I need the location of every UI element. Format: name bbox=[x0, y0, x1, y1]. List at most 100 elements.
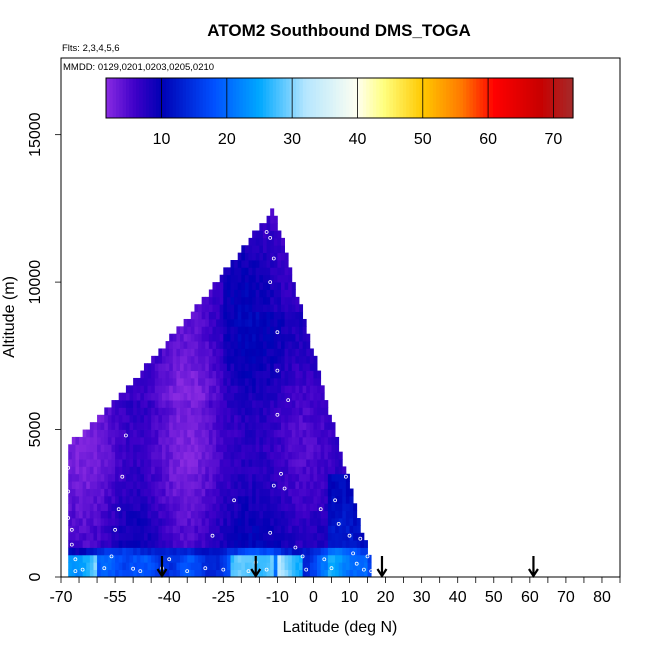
heatmap-cell bbox=[262, 495, 267, 504]
heatmap-cell bbox=[151, 569, 156, 578]
heatmap-cell bbox=[223, 488, 228, 497]
heatmap-cell bbox=[367, 562, 372, 571]
heatmap-cell bbox=[151, 481, 156, 489]
heatmap-cell bbox=[97, 510, 102, 519]
heatmap-cell bbox=[284, 495, 289, 504]
heatmap-cell bbox=[140, 547, 145, 556]
heatmap-cell bbox=[255, 385, 260, 394]
heatmap-cell bbox=[345, 495, 350, 504]
heatmap-cell bbox=[208, 473, 213, 482]
heatmap-cell bbox=[284, 318, 289, 327]
heatmap-cell bbox=[244, 400, 249, 408]
heatmap-cell bbox=[237, 348, 242, 357]
heatmap-cell bbox=[201, 370, 206, 379]
sample-marker bbox=[73, 569, 78, 573]
colorbar-segment bbox=[182, 78, 187, 118]
heatmap-cell bbox=[288, 503, 293, 512]
heatmap-cell bbox=[111, 518, 116, 526]
x-tick-label: -40 bbox=[158, 589, 181, 606]
heatmap-cell bbox=[230, 532, 235, 541]
heatmap-cell bbox=[169, 525, 174, 534]
heatmap-cell bbox=[342, 481, 347, 489]
heatmap-cell bbox=[273, 267, 278, 276]
heatmap-cell bbox=[68, 451, 73, 460]
heatmap-cell bbox=[118, 392, 123, 401]
heatmap-cell bbox=[226, 318, 231, 327]
heatmap-cell bbox=[180, 518, 185, 526]
heatmap-cell bbox=[317, 518, 322, 526]
heatmap-cell bbox=[309, 385, 314, 394]
heatmap-cell bbox=[194, 554, 199, 563]
heatmap-cell bbox=[140, 385, 145, 394]
heatmap-cell bbox=[82, 518, 87, 526]
heatmap-cell bbox=[122, 481, 127, 489]
heatmap-cell bbox=[244, 488, 249, 497]
heatmap-cell bbox=[187, 377, 192, 386]
heatmap-cell bbox=[248, 518, 253, 526]
heatmap-cell bbox=[125, 392, 130, 401]
heatmap-cell bbox=[302, 422, 307, 430]
heatmap-cell bbox=[252, 348, 257, 357]
heatmap-cell bbox=[353, 554, 358, 563]
heatmap-cell bbox=[342, 569, 347, 578]
heatmap-cell bbox=[201, 481, 206, 489]
heatmap-cell bbox=[104, 407, 109, 416]
sample-marker bbox=[358, 536, 363, 541]
heatmap-cell bbox=[154, 554, 159, 563]
heatmap-cell bbox=[295, 333, 300, 342]
heatmap-cell bbox=[338, 510, 343, 519]
heatmap-cell bbox=[122, 459, 127, 467]
heatmap-cell bbox=[335, 554, 340, 563]
heatmap-cell bbox=[284, 436, 289, 445]
colorbar-segment bbox=[192, 78, 197, 118]
heatmap-cell bbox=[75, 488, 80, 497]
heatmap-cell bbox=[143, 436, 148, 445]
heatmap-cell bbox=[291, 348, 296, 357]
heatmap-cell bbox=[79, 510, 84, 519]
heatmap-cell bbox=[205, 495, 210, 504]
heatmap-cell bbox=[262, 385, 267, 394]
heatmap-cell bbox=[100, 503, 105, 512]
heatmap-cell bbox=[234, 547, 239, 556]
heatmap-cell bbox=[161, 488, 166, 497]
heatmap-cell bbox=[205, 503, 210, 512]
heatmap-cell bbox=[288, 370, 293, 379]
heatmap-cell bbox=[133, 466, 138, 475]
heatmap-cell bbox=[71, 473, 76, 482]
heatmap-cell bbox=[244, 392, 249, 401]
heatmap-cell bbox=[107, 459, 112, 467]
heatmap-cell bbox=[180, 377, 185, 386]
heatmap-cell bbox=[306, 422, 311, 430]
heatmap-cell bbox=[320, 385, 325, 394]
heatmap-cell bbox=[68, 503, 73, 512]
heatmap-cell bbox=[226, 459, 231, 467]
heatmap-cell bbox=[143, 554, 148, 563]
heatmap-cell bbox=[288, 311, 293, 320]
heatmap-cell bbox=[147, 363, 152, 371]
heatmap-cell bbox=[277, 459, 282, 467]
heatmap-cell bbox=[266, 562, 271, 571]
heatmap-cell bbox=[327, 444, 332, 453]
colorbar-segment bbox=[482, 78, 487, 118]
heatmap-cell bbox=[187, 400, 192, 408]
heatmap-cell bbox=[93, 547, 98, 556]
heatmap-cell bbox=[143, 414, 148, 423]
heatmap-cell bbox=[320, 510, 325, 519]
heatmap-cell bbox=[288, 429, 293, 438]
colorbar-segment bbox=[392, 78, 397, 118]
sample-marker bbox=[369, 569, 374, 573]
heatmap-cell bbox=[216, 422, 221, 430]
heatmap-cell bbox=[161, 436, 166, 445]
heatmap-cell bbox=[147, 400, 152, 408]
heatmap-cell bbox=[216, 296, 221, 305]
heatmap-cell bbox=[259, 260, 264, 268]
heatmap-cell bbox=[299, 532, 304, 541]
heatmap-cell bbox=[248, 304, 253, 312]
heatmap-cell bbox=[125, 503, 130, 512]
heatmap-cell bbox=[313, 385, 318, 394]
heatmap-cell bbox=[122, 503, 127, 512]
heatmap-cell bbox=[335, 495, 340, 504]
colorbar-tick-label: 20 bbox=[218, 131, 236, 148]
heatmap-cell bbox=[201, 495, 206, 504]
heatmap-cell bbox=[190, 488, 195, 497]
